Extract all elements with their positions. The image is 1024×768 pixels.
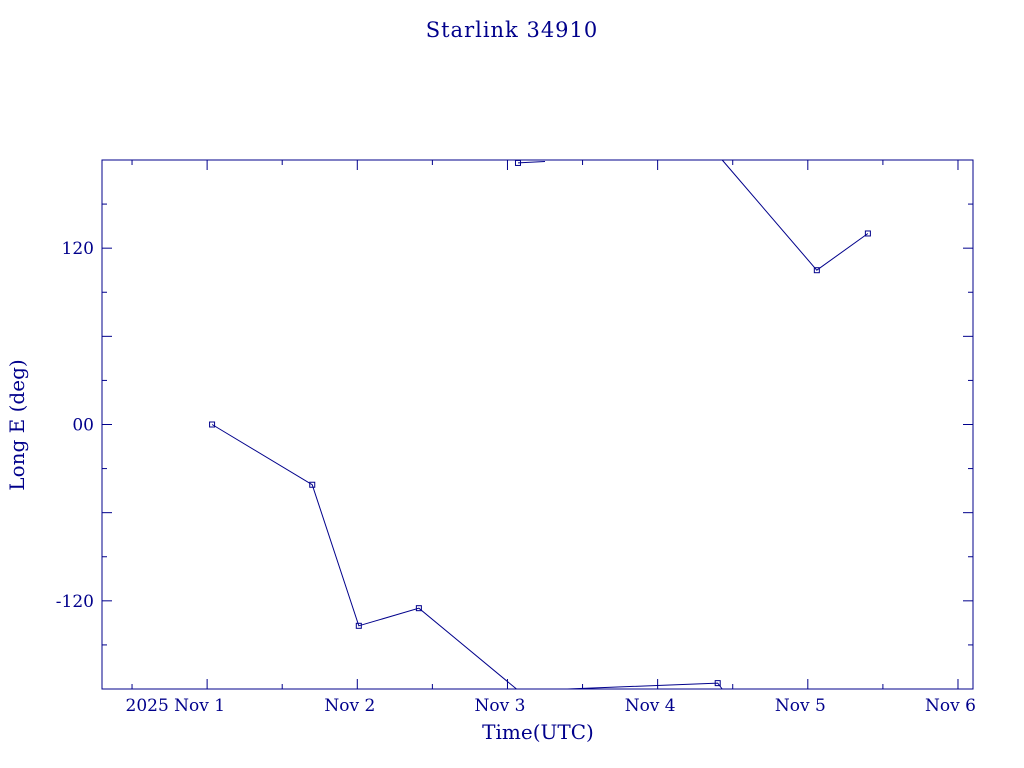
y-tick-label: -120 bbox=[56, 592, 94, 612]
series-line bbox=[517, 161, 546, 164]
data-point bbox=[355, 622, 362, 629]
data-point bbox=[864, 230, 871, 237]
plot-frame bbox=[101, 159, 974, 690]
x-tick-label: Nov 4 bbox=[625, 696, 676, 716]
longitude-series bbox=[209, 159, 871, 690]
series-line bbox=[567, 682, 723, 690]
y-tick-label: 00 bbox=[72, 416, 94, 436]
data-point bbox=[309, 481, 316, 488]
x-tick-label: 2025 Nov 1 bbox=[126, 696, 226, 716]
data-point bbox=[209, 421, 216, 428]
series-line bbox=[211, 424, 517, 690]
data-point bbox=[714, 680, 721, 687]
data-point bbox=[415, 605, 422, 612]
y-axis-label: Long E (deg) bbox=[5, 359, 29, 490]
x-axis-ticks bbox=[131, 160, 959, 689]
x-axis-tick-labels: 2025 Nov 1 Nov 2 Nov 3 Nov 4 Nov 5 Nov 6 bbox=[126, 696, 976, 716]
x-tick-label: Nov 5 bbox=[775, 696, 826, 716]
y-axis-tick-labels: 120 00 -120 bbox=[56, 239, 94, 612]
x-tick-label: Nov 3 bbox=[475, 696, 526, 716]
data-point bbox=[514, 159, 521, 166]
y-tick-label: 120 bbox=[62, 239, 94, 259]
series-line bbox=[721, 159, 869, 271]
x-tick-label: Nov 2 bbox=[324, 696, 375, 716]
x-axis-label: Time(UTC) bbox=[482, 720, 594, 744]
x-tick-label: Nov 6 bbox=[925, 696, 976, 716]
data-point bbox=[813, 267, 820, 274]
y-axis-ticks bbox=[102, 203, 973, 646]
chart-title: Starlink 34910 bbox=[426, 18, 599, 42]
